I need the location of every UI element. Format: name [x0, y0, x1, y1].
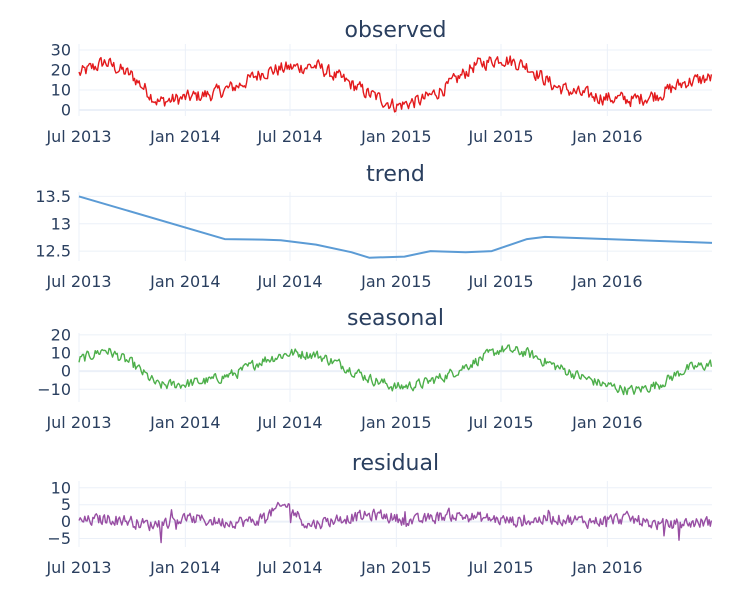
y-tick-label: 10 — [51, 81, 71, 100]
panel-title: seasonal — [347, 306, 444, 331]
x-tick-label: Jan 2015 — [360, 413, 431, 432]
x-tick-label: Jan 2014 — [149, 127, 220, 146]
x-tick-label: Jan 2015 — [360, 127, 431, 146]
observed-series-line — [78, 55, 713, 113]
x-tick-label: Jul 2013 — [45, 272, 111, 291]
x-tick-label: Jul 2014 — [256, 413, 322, 432]
x-tick-label: Jul 2014 — [256, 272, 322, 291]
y-tick-label: 0 — [61, 362, 71, 381]
x-tick-label: Jul 2013 — [45, 558, 111, 577]
x-tick-label: Jul 2015 — [467, 127, 533, 146]
x-tick-label: Jan 2016 — [571, 127, 642, 146]
seasonal-series-line — [78, 344, 713, 396]
x-tick-label: Jan 2016 — [571, 558, 642, 577]
y-tick-label: 5 — [61, 495, 71, 514]
panel-title: residual — [352, 451, 439, 476]
x-tick-label: Jul 2013 — [45, 127, 111, 146]
x-tick-label: Jul 2015 — [467, 558, 533, 577]
x-tick-label: Jul 2015 — [467, 272, 533, 291]
x-tick-label: Jan 2016 — [571, 413, 642, 432]
panel-title: trend — [366, 162, 425, 187]
y-tick-label: 10 — [51, 343, 71, 362]
y-tick-label: 0 — [61, 101, 71, 120]
trend-series-line — [78, 195, 713, 259]
y-tick-label: 10 — [51, 478, 71, 497]
x-tick-label: Jan 2016 — [571, 272, 642, 291]
y-tick-label: 20 — [51, 325, 71, 344]
y-tick-label: 13.5 — [35, 187, 71, 206]
y-tick-label: −10 — [37, 380, 71, 399]
x-tick-label: Jul 2014 — [256, 127, 322, 146]
x-tick-label: Jul 2015 — [467, 413, 533, 432]
y-tick-label: 12.5 — [35, 242, 71, 261]
x-tick-label: Jan 2015 — [360, 558, 431, 577]
x-tick-label: Jul 2013 — [45, 413, 111, 432]
x-tick-label: Jan 2014 — [149, 558, 220, 577]
x-tick-label: Jul 2014 — [256, 558, 322, 577]
y-tick-label: 30 — [51, 41, 71, 60]
panel-trend: trend 12.5 13 13.5 Jul 2013 Jan 2014 Jul 2014 J… — [35, 162, 713, 291]
residual-series-line — [78, 501, 713, 544]
panel-title: observed — [345, 18, 447, 43]
x-tick-label: Jan 2014 — [149, 413, 220, 432]
x-tick-label: Jan 2015 — [360, 272, 431, 291]
y-tick-label: 13 — [51, 214, 71, 233]
y-tick-label: −5 — [47, 529, 71, 548]
y-tick-label: 20 — [51, 61, 71, 80]
y-tick-label: 0 — [61, 512, 71, 531]
x-tick-label: Jan 2014 — [149, 272, 220, 291]
